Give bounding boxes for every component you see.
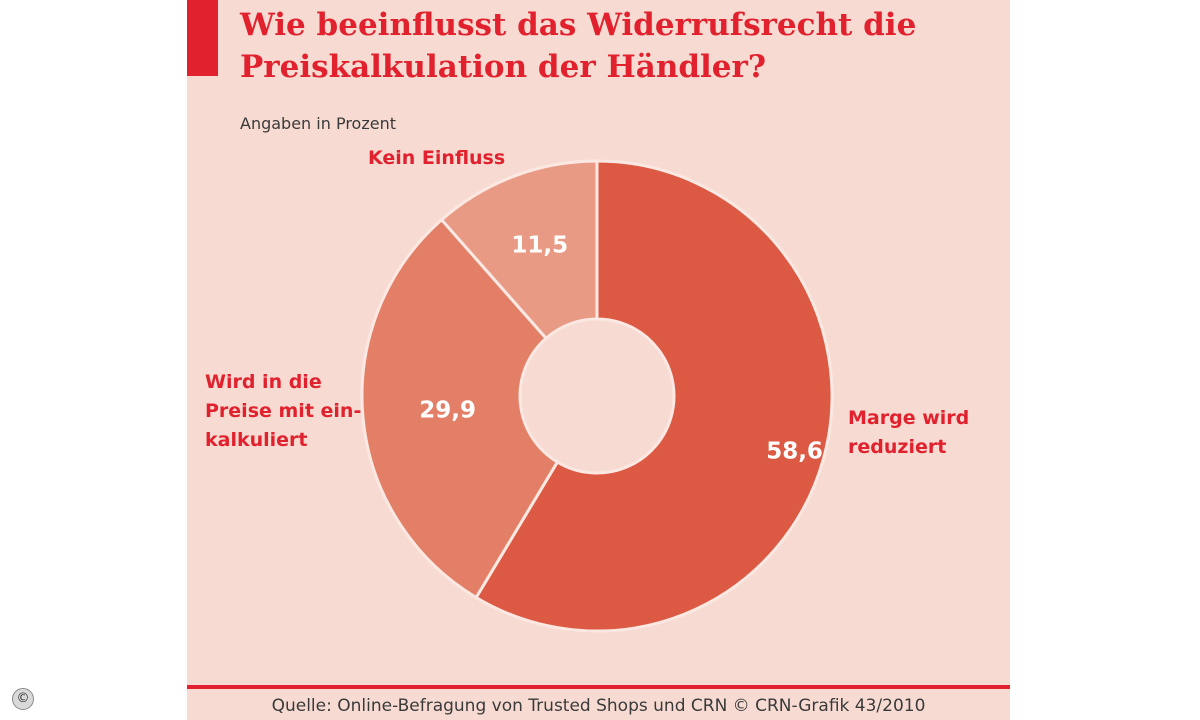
source-note: Quelle: Online-Befragung von Trusted Sho… xyxy=(271,696,926,716)
slice-value-label: 29,9 xyxy=(419,398,476,424)
title-accent-bar xyxy=(187,0,218,76)
slice-value-label: 58,6 xyxy=(766,439,823,465)
slice-category-label: Wird in die Preise mit ein-kalkuliert xyxy=(205,371,361,451)
footer-divider xyxy=(187,685,1010,689)
pie-slice xyxy=(439,159,599,341)
chart-subtitle: Angaben in Prozent xyxy=(240,114,396,133)
copyright-icon: © xyxy=(12,688,34,710)
pie-slice xyxy=(474,159,834,633)
pie-slice xyxy=(360,217,560,600)
chart-title: Wie beeinflusst das Widerrufsrecht die P… xyxy=(240,7,917,85)
slice-category-label: Kein Einfluss xyxy=(368,147,505,169)
slice-value-label: 11,5 xyxy=(511,232,568,258)
slice-category-label: Marge wird reduziert xyxy=(848,407,969,458)
